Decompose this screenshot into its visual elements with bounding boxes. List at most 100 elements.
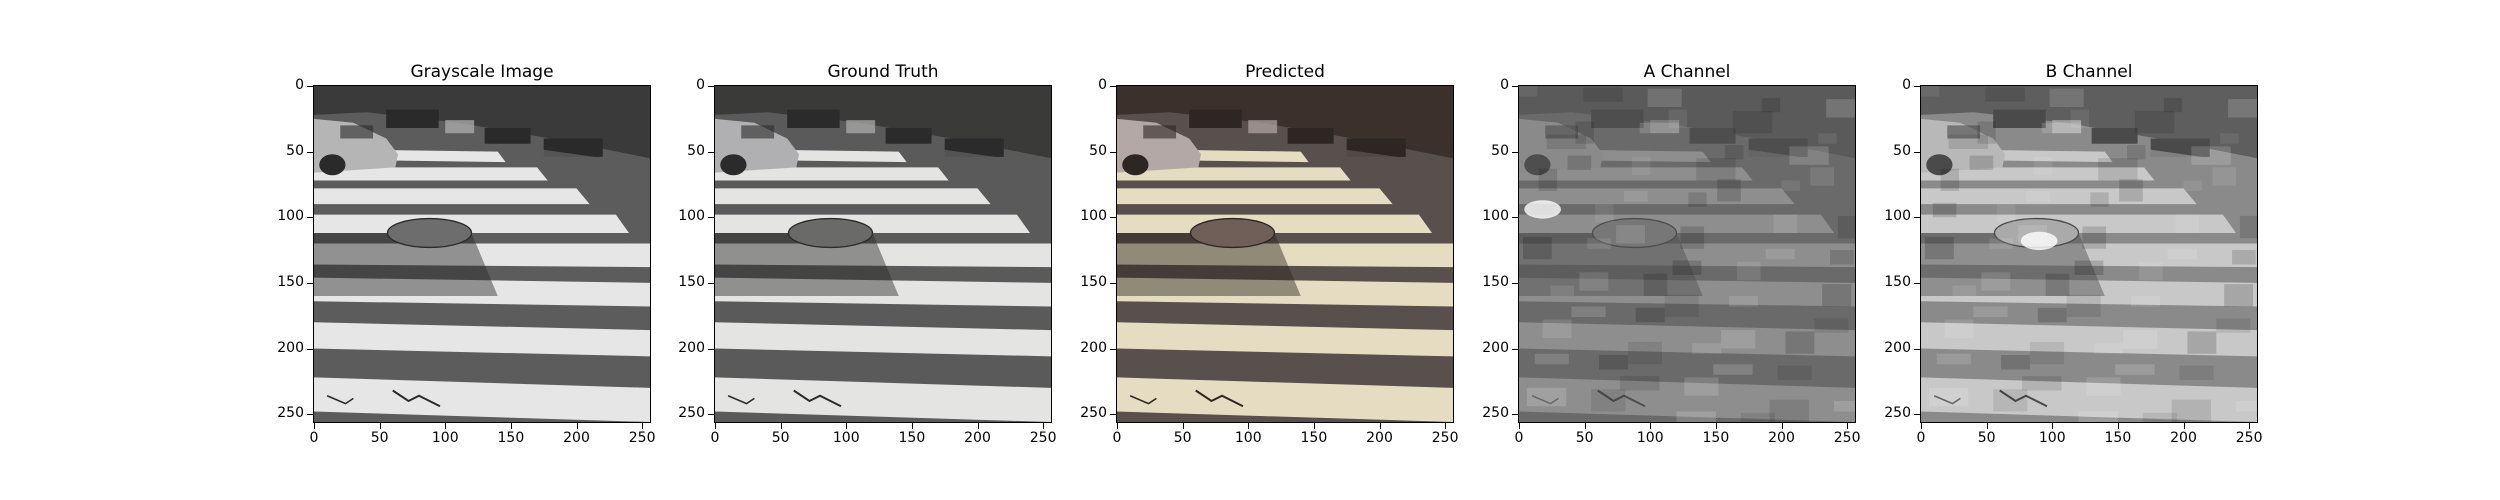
y-tick-label: 100 (277, 208, 304, 225)
x-tick (1379, 423, 1381, 429)
x-tick (1847, 423, 1849, 429)
y-tick-label: 200 (1080, 339, 1107, 356)
y-tick-label: 50 (687, 142, 705, 159)
y-tick (1914, 414, 1920, 416)
x-tick-label: 150 (497, 430, 525, 446)
y-tick-label: 250 (1482, 405, 1509, 422)
x-tick-label: 250 (1029, 430, 1057, 446)
x-tick (1921, 423, 1922, 429)
y-tick (1110, 282, 1116, 284)
x-tick-label: 50 (370, 430, 389, 446)
x-tick-label: 150 (1300, 430, 1328, 446)
y-tick-label: 150 (1884, 273, 1911, 290)
x-tick (2052, 423, 2054, 429)
y-tick (708, 414, 714, 416)
x-tick (510, 423, 512, 429)
y-tick-label: 0 (1902, 77, 1911, 93)
x-tick-label: 250 (1833, 430, 1861, 446)
y-tick-label: 0 (1098, 77, 1107, 93)
y-tick (1914, 151, 1920, 153)
x-tick (715, 423, 716, 429)
scene-image (314, 86, 650, 422)
x-tick (576, 423, 578, 429)
y-tick-label: 150 (277, 273, 304, 290)
scene-image (715, 86, 1051, 422)
x-tick-label: 150 (898, 430, 926, 446)
scene-image (1117, 86, 1453, 422)
image-frame (1518, 85, 1856, 423)
y-tick (1512, 86, 1518, 87)
scene-image (1921, 86, 2257, 422)
x-tick (1248, 423, 1250, 429)
y-tick-label: 50 (1089, 142, 1107, 159)
x-tick (846, 423, 848, 429)
x-tick-label: 250 (628, 430, 656, 446)
panel-title: A Channel (1643, 62, 1731, 82)
y-tick (1512, 282, 1518, 284)
x-tick-label: 50 (1575, 430, 1594, 446)
y-tick-label: 200 (678, 339, 705, 356)
x-tick (642, 423, 644, 429)
y-tick (1110, 217, 1116, 219)
x-tick-label: 100 (2038, 430, 2066, 446)
y-tick (1512, 217, 1518, 219)
panel-title: Predicted (1245, 62, 1325, 82)
x-tick-label: 0 (1112, 430, 1122, 446)
y-tick (1110, 414, 1116, 416)
x-tick-label: 0 (1916, 430, 1926, 446)
y-tick (1914, 348, 1920, 350)
x-tick (1781, 423, 1783, 429)
y-tick (307, 348, 313, 350)
panel-title: Ground Truth (827, 62, 939, 82)
y-tick-label: 150 (1482, 273, 1509, 290)
y-tick (1110, 151, 1116, 153)
x-tick-label: 50 (1173, 430, 1192, 446)
y-tick-label: 100 (1884, 208, 1911, 225)
y-tick (1512, 414, 1518, 416)
y-tick-label: 200 (1884, 339, 1911, 356)
y-tick (307, 414, 313, 416)
y-tick-label: 250 (277, 405, 304, 422)
x-tick (1043, 423, 1045, 429)
y-tick-label: 0 (1500, 77, 1509, 93)
y-tick-label: 250 (678, 405, 705, 422)
x-tick (1117, 423, 1118, 429)
y-tick-label: 0 (295, 77, 304, 93)
x-tick (445, 423, 447, 429)
x-tick-label: 0 (710, 430, 720, 446)
x-tick-label: 200 (1366, 430, 1393, 446)
y-tick (1110, 348, 1116, 350)
y-tick-label: 200 (277, 339, 304, 356)
y-tick (708, 217, 714, 219)
image-frame (313, 85, 651, 423)
scene-image (1519, 86, 1855, 422)
panel-title: B Channel (2045, 62, 2133, 82)
panel-title: Grayscale Image (410, 62, 554, 82)
x-tick-label: 100 (832, 430, 860, 446)
y-tick (708, 86, 714, 87)
y-tick (307, 282, 313, 284)
x-tick (2117, 423, 2119, 429)
y-tick-label: 250 (1080, 405, 1107, 422)
x-tick-label: 50 (1977, 430, 1996, 446)
y-tick-label: 50 (1893, 142, 1911, 159)
y-tick-label: 250 (1884, 405, 1911, 422)
x-tick-label: 100 (1234, 430, 1262, 446)
y-tick-label: 100 (678, 208, 705, 225)
y-tick (307, 86, 313, 87)
x-tick (2249, 423, 2251, 429)
x-tick (1313, 423, 1315, 429)
x-tick (1986, 423, 1988, 429)
x-tick (911, 423, 913, 429)
x-tick (314, 423, 315, 429)
y-tick-label: 50 (1491, 142, 1509, 159)
x-tick (1650, 423, 1652, 429)
x-tick (1182, 423, 1184, 429)
y-tick-label: 150 (678, 273, 705, 290)
x-tick (379, 423, 381, 429)
x-tick (1715, 423, 1717, 429)
image-frame (1116, 85, 1454, 423)
x-tick-label: 200 (563, 430, 590, 446)
image-frame (1920, 85, 2258, 423)
x-tick (977, 423, 979, 429)
